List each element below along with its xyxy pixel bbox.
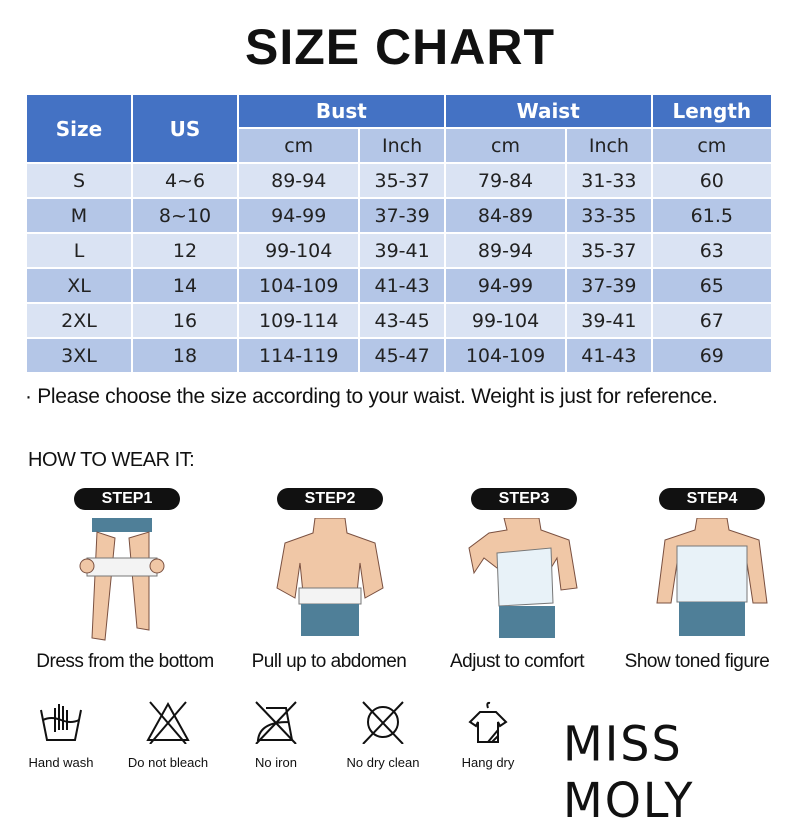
table-cell: 84-89	[443, 197, 568, 234]
table-row: M 8~10 94-99 37-39 84-89 33-35 61.5	[25, 197, 774, 234]
hand-wash-icon	[40, 704, 82, 741]
table-cell: 67	[650, 302, 774, 339]
care-do-not-bleach: Do not bleach	[118, 700, 218, 770]
step-4: STEP4	[612, 488, 800, 648]
table-cell: 94-99	[236, 197, 361, 234]
table-cell: 41-43	[565, 337, 653, 374]
step-caption: Pull up to abdomen	[251, 651, 407, 672]
step-caption: Show toned figure	[624, 651, 770, 672]
table-cell: 3XL	[25, 337, 133, 374]
table-cell: L	[25, 232, 133, 269]
table-cell: 14	[131, 267, 239, 304]
table-cell: 89-94	[443, 232, 568, 269]
unit-cell: cm	[650, 127, 774, 164]
hang-dry-icon	[468, 701, 508, 743]
table-cell: 16	[131, 302, 239, 339]
table-cell: 99-104	[443, 302, 568, 339]
table-row: 3XL 18 114-119 45-47 104-109 41-43 69	[25, 337, 774, 374]
table-cell: 94-99	[443, 267, 568, 304]
header-waist: Waist	[443, 93, 653, 129]
table-cell: 2XL	[25, 302, 133, 339]
step2-illustration-icon	[276, 518, 384, 636]
table-cell: 31-33	[565, 162, 653, 199]
table-cell: 89-94	[236, 162, 361, 199]
step-label: STEP1	[73, 488, 181, 510]
header-length: Length	[650, 93, 774, 129]
care-label: No dry clean	[346, 755, 420, 770]
care-label: Do not bleach	[127, 755, 209, 770]
table-row: XL 14 104-109 41-43 94-99 37-39 65	[25, 267, 774, 304]
unit-cell: Inch	[358, 127, 446, 164]
step4-illustration-icon	[656, 518, 768, 636]
step-2: STEP2	[230, 488, 430, 648]
step1-illustration-icon	[79, 518, 165, 641]
table-cell: 60	[650, 162, 774, 199]
table-row: 2XL 16 109-114 43-45 99-104 39-41 67	[25, 302, 774, 339]
care-label: Hand wash	[28, 755, 94, 770]
unit-cell: cm	[236, 127, 361, 164]
table-cell: 12	[131, 232, 239, 269]
table-cell: 8~10	[131, 197, 239, 234]
table-cell: 4~6	[131, 162, 239, 199]
table-cell: 104-109	[443, 337, 568, 374]
step-label: STEP4	[658, 488, 766, 510]
table-cell: 43-45	[358, 302, 446, 339]
table-cell: 35-37	[358, 162, 446, 199]
header-size: Size	[25, 93, 133, 164]
table-cell: 39-41	[358, 232, 446, 269]
do-not-bleach-icon	[146, 701, 190, 745]
table-cell: 114-119	[236, 337, 361, 374]
no-dry-clean-icon	[362, 701, 404, 745]
table-cell: M	[25, 197, 133, 234]
step-1: STEP1	[27, 488, 227, 648]
table-row: L 12 99-104 39-41 89-94 35-37 63	[25, 232, 774, 269]
size-note: · Please choose the size according to yo…	[25, 385, 718, 408]
step3-illustration-icon	[468, 518, 578, 638]
step-label: STEP2	[276, 488, 384, 510]
table-row: S 4~6 89-94 35-37 79-84 31-33 60	[25, 162, 774, 199]
table-cell: 37-39	[565, 267, 653, 304]
table-cell: 65	[650, 267, 774, 304]
page-title: SIZE CHART	[245, 19, 555, 75]
unit-cell: Inch	[565, 127, 653, 164]
unit-cell: cm	[443, 127, 568, 164]
care-no-dry-clean: No dry clean	[333, 700, 433, 770]
table-cell: 63	[650, 232, 774, 269]
table-cell: 109-114	[236, 302, 361, 339]
table-cell: 39-41	[565, 302, 653, 339]
no-iron-icon	[255, 701, 297, 745]
table-cell: 33-35	[565, 197, 653, 234]
table-cell: 18	[131, 337, 239, 374]
step-label: STEP3	[470, 488, 578, 510]
header-us: US	[131, 93, 239, 164]
care-hang-dry: Hang dry	[438, 700, 538, 770]
care-label: Hang dry	[461, 755, 515, 770]
table-cell: 35-37	[565, 232, 653, 269]
table-cell: 99-104	[236, 232, 361, 269]
care-no-iron: No iron	[226, 700, 326, 770]
table-cell: 61.5	[650, 197, 774, 234]
table-cell: 79-84	[443, 162, 568, 199]
table-cell: S	[25, 162, 133, 199]
step-caption: Dress from the bottom	[36, 651, 214, 672]
care-label: No iron	[255, 755, 297, 770]
header-bust: Bust	[237, 93, 446, 129]
step-caption: Adjust to comfort	[449, 651, 585, 672]
care-hand-wash: Hand wash	[11, 700, 111, 770]
how-to-heading: HOW TO WEAR IT:	[28, 449, 195, 471]
brand-logo: MISS MOLY	[563, 715, 695, 829]
table-cell: 104-109	[236, 267, 361, 304]
table-cell: 45-47	[358, 337, 446, 374]
step-3: STEP3	[424, 488, 624, 648]
table-cell: 41-43	[358, 267, 446, 304]
table-cell: 37-39	[358, 197, 446, 234]
table-cell: XL	[25, 267, 133, 304]
table-cell: 69	[650, 337, 774, 374]
size-table: Size US Bust Waist Length cm Inch cm Inc…	[25, 93, 774, 374]
